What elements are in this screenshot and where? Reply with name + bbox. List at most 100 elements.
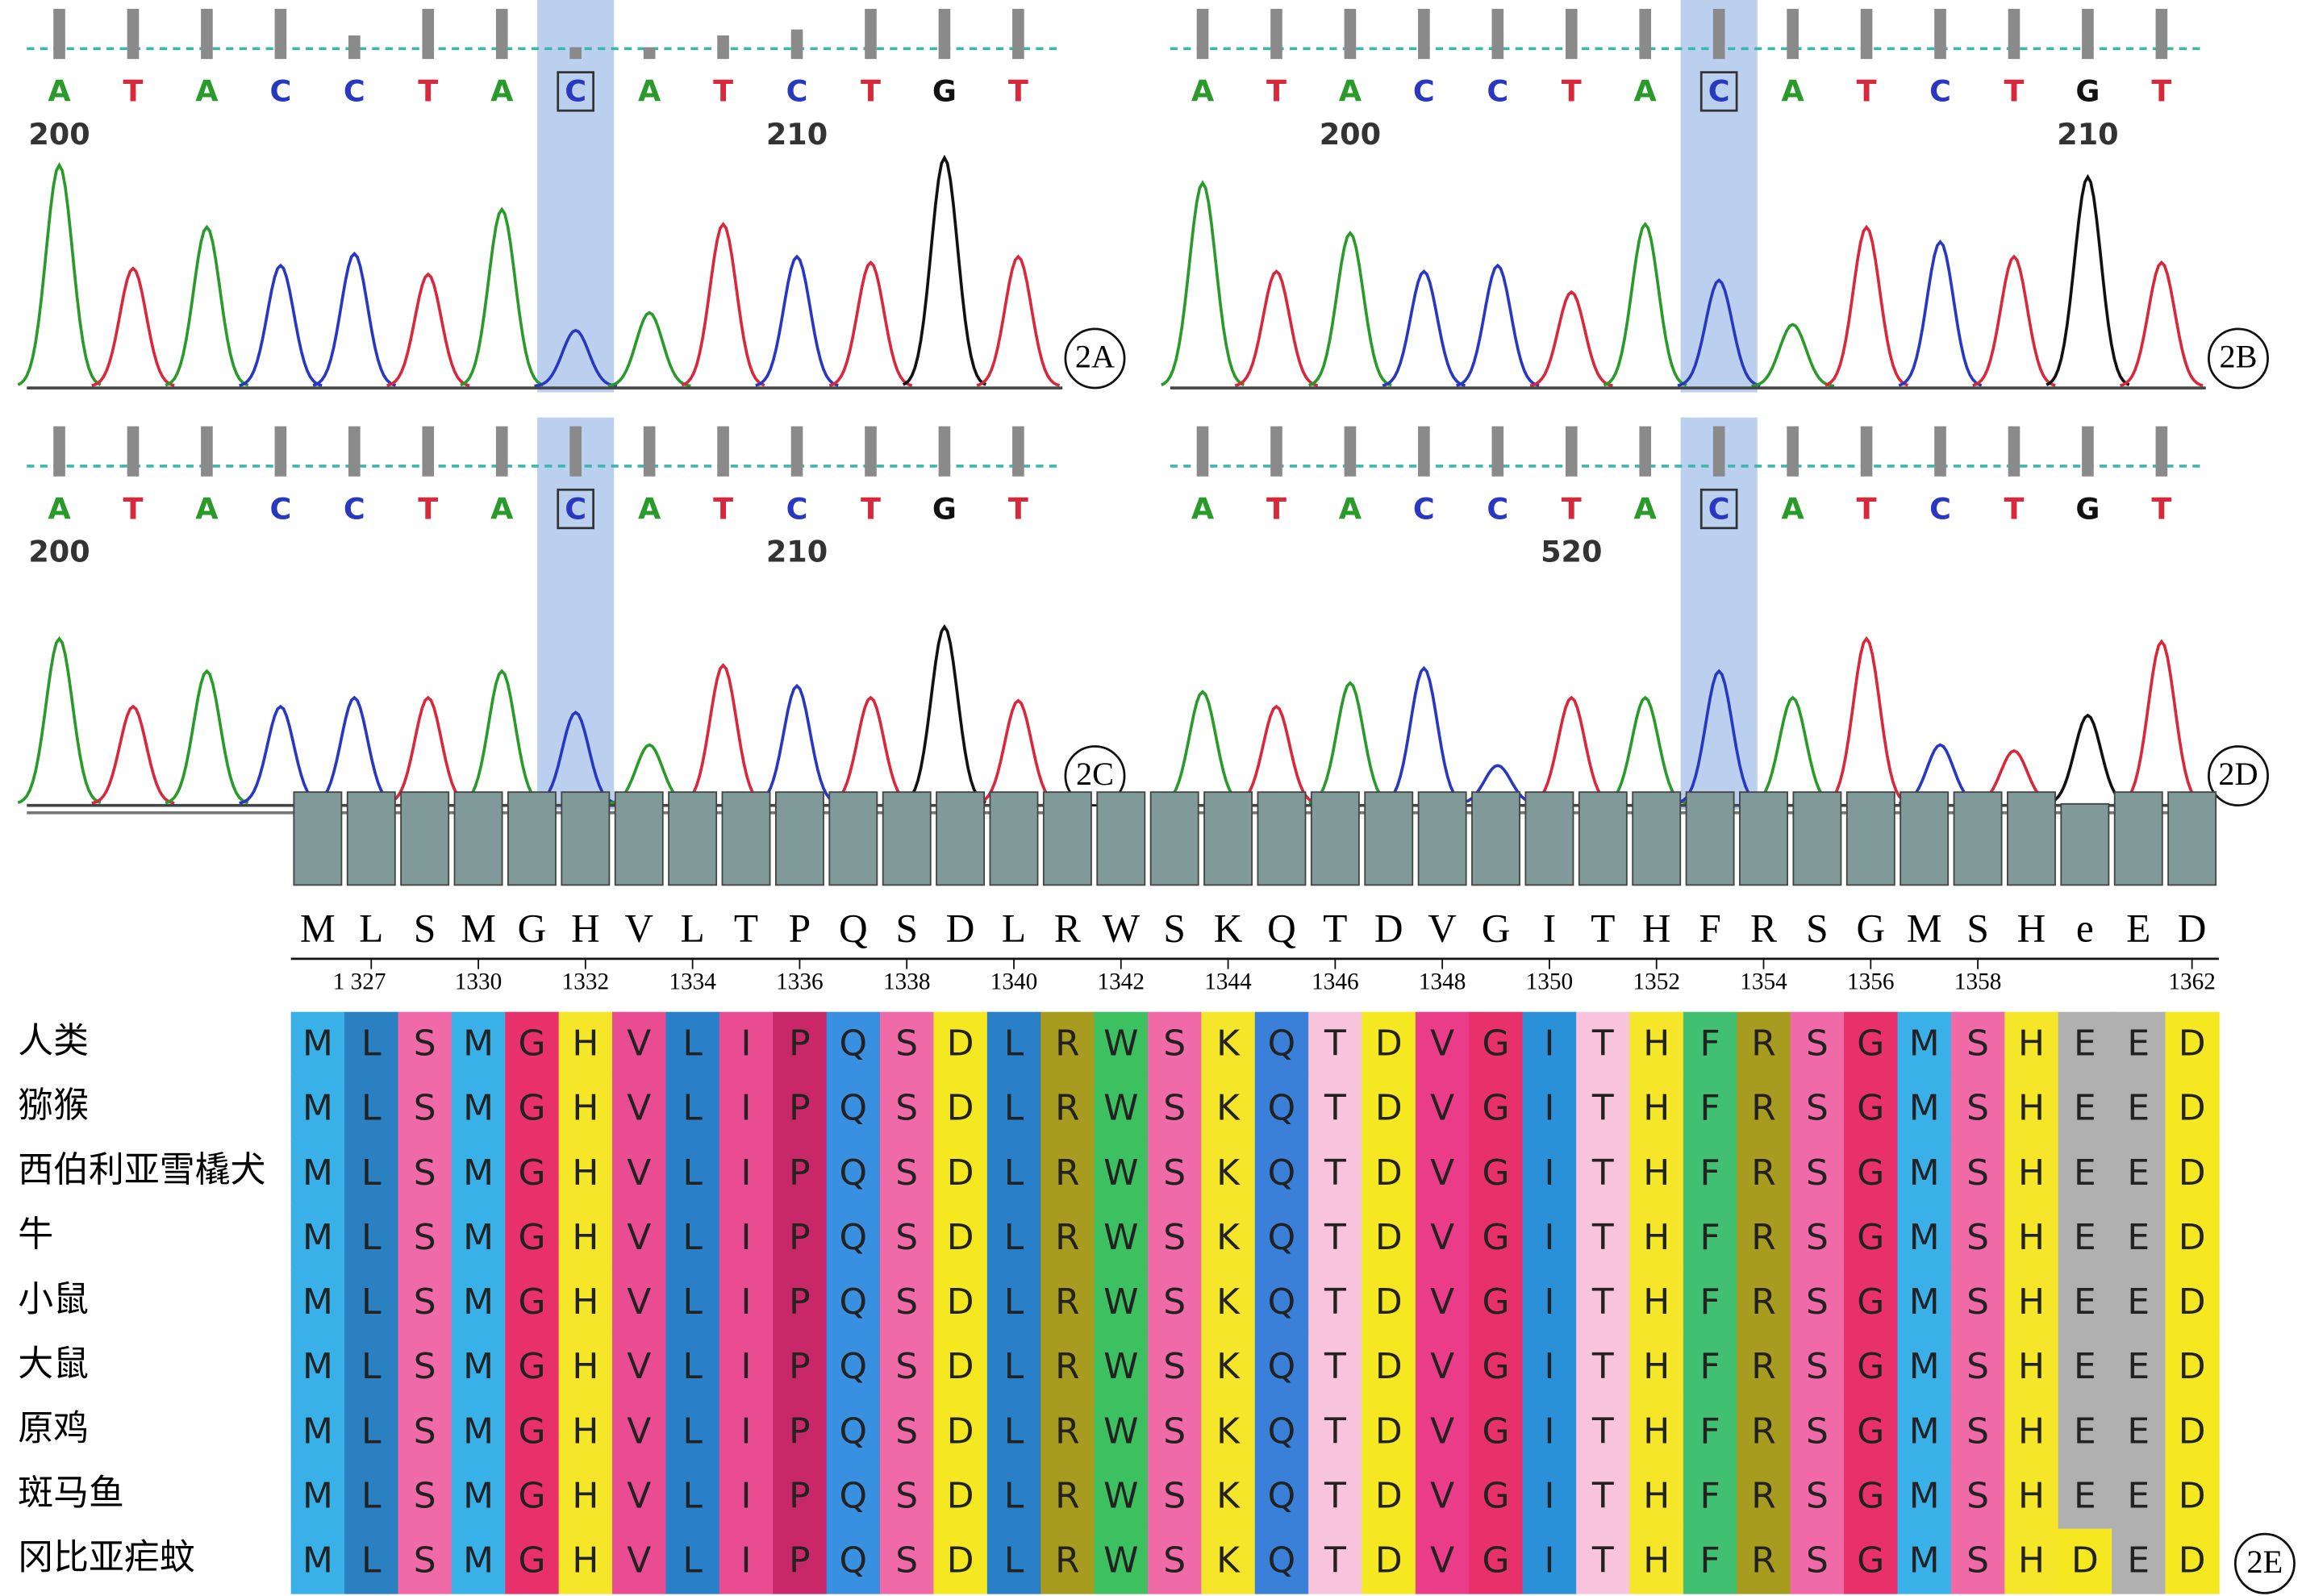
residue-cell: [933, 1140, 988, 1206]
consensus-residue: G: [1856, 906, 1885, 950]
residue: W: [1103, 1475, 1138, 1516]
consensus-residue: H: [1642, 906, 1671, 950]
residue: T: [1324, 1346, 1346, 1387]
residue: L: [682, 1217, 703, 1258]
residue: R: [1751, 1281, 1776, 1323]
residue: R: [1055, 1281, 1080, 1323]
residue: D: [947, 1088, 974, 1129]
residue-cell: [1790, 1011, 1845, 1077]
base-letter: A: [1634, 491, 1658, 526]
residue: M: [1909, 1411, 1940, 1452]
quality-bar: [1934, 8, 1946, 60]
residue-cell: [1737, 1335, 1791, 1401]
residue-cell: [773, 1270, 828, 1336]
residue-cell: [451, 1140, 507, 1206]
quality-bar: [2082, 8, 2094, 60]
residue: H: [572, 1346, 598, 1387]
residue-cell: [1094, 1335, 1149, 1401]
residue-cell: [986, 1011, 1042, 1077]
peak: [1972, 254, 2056, 387]
base-letter: C: [344, 491, 365, 526]
residue-cell: [880, 1399, 935, 1465]
residue-cell: [1897, 1206, 1952, 1272]
residue-cell: [1308, 1335, 1363, 1401]
residue: G: [1483, 1023, 1510, 1065]
residue: Q: [840, 1152, 868, 1194]
residue-cell: [2165, 1270, 2220, 1336]
quality-bar: [348, 35, 361, 60]
position-number: 1336: [776, 969, 824, 995]
residue-cell: [1201, 1011, 1256, 1077]
residue: D: [2179, 1281, 2206, 1323]
residue-cell: [1094, 1270, 1149, 1336]
residue: D: [2179, 1217, 2206, 1258]
residue: F: [1699, 1540, 1720, 1581]
residue-cell: [1201, 1206, 1256, 1272]
residue: G: [1857, 1023, 1884, 1065]
residue-cell: [505, 1464, 560, 1530]
residue: G: [518, 1411, 545, 1452]
residue-cell: [1254, 1270, 1310, 1336]
residue: S: [1806, 1152, 1829, 1194]
quality-bar: [1344, 8, 1357, 60]
residue: R: [1751, 1023, 1776, 1065]
residue-cell: [1576, 1335, 1631, 1401]
residue-cell: [1415, 1140, 1470, 1206]
residue: L: [1004, 1540, 1024, 1581]
residue-cell: [1040, 1399, 1095, 1465]
residue-cell: [1844, 1011, 1899, 1077]
base-letter: T: [1857, 491, 1877, 526]
residue-cell: [773, 1399, 828, 1465]
residue-cell: [880, 1076, 935, 1142]
residue: S: [1806, 1346, 1829, 1387]
residue: T: [1324, 1540, 1346, 1581]
residue-cell: [1522, 1528, 1578, 1594]
residue-cell: [773, 1011, 828, 1077]
residue: Q: [840, 1475, 868, 1516]
residue-cell: [1522, 1076, 1578, 1142]
base-box: [1699, 71, 1738, 112]
residue-cell: [290, 1270, 345, 1336]
quality-bar: [422, 8, 435, 60]
base-box: [557, 488, 595, 530]
residue-cell: [558, 1206, 613, 1272]
quality-bar: [127, 8, 140, 60]
consensus-residue: P: [789, 906, 811, 950]
residue-cell: [290, 1335, 345, 1401]
base-letter: T: [123, 74, 143, 109]
residue: D: [2179, 1411, 2206, 1452]
residue-cell: [344, 1464, 399, 1530]
residue: T: [1591, 1152, 1614, 1194]
residue-cell: [505, 1335, 560, 1401]
residue-cell: [612, 1011, 667, 1077]
conservation-bar: [507, 791, 557, 886]
base-letter: T: [1266, 491, 1287, 526]
residue-cell: [1629, 1464, 1684, 1530]
consensus-residue: Q: [839, 906, 868, 950]
residue: E: [2074, 1217, 2096, 1258]
position-number: 1356: [1847, 969, 1895, 995]
conservation-bar: [453, 791, 503, 886]
quality-bar: [127, 426, 140, 477]
peak: [91, 704, 175, 805]
conservation-bar: [1632, 791, 1682, 886]
residue: I: [1544, 1217, 1554, 1258]
residue: H: [2018, 1346, 2045, 1387]
quality-bar: [1712, 8, 1725, 60]
residue-cell: [612, 1399, 667, 1465]
base-letter: C: [1487, 74, 1508, 109]
residue: D: [1375, 1540, 1403, 1581]
residue: E: [2127, 1023, 2150, 1065]
residue-cell: [451, 1270, 507, 1336]
residue: G: [1483, 1281, 1510, 1323]
residue: H: [2018, 1152, 2045, 1194]
peak: [1677, 669, 1761, 805]
position-number: 1354: [1740, 969, 1787, 995]
quality-bar: [1270, 426, 1282, 477]
conservation-bar: [882, 791, 932, 886]
residue: Q: [1268, 1475, 1296, 1516]
residue-cell: [1844, 1076, 1899, 1142]
residue-cell: [1844, 1335, 1899, 1401]
base-letter: T: [2151, 74, 2171, 109]
